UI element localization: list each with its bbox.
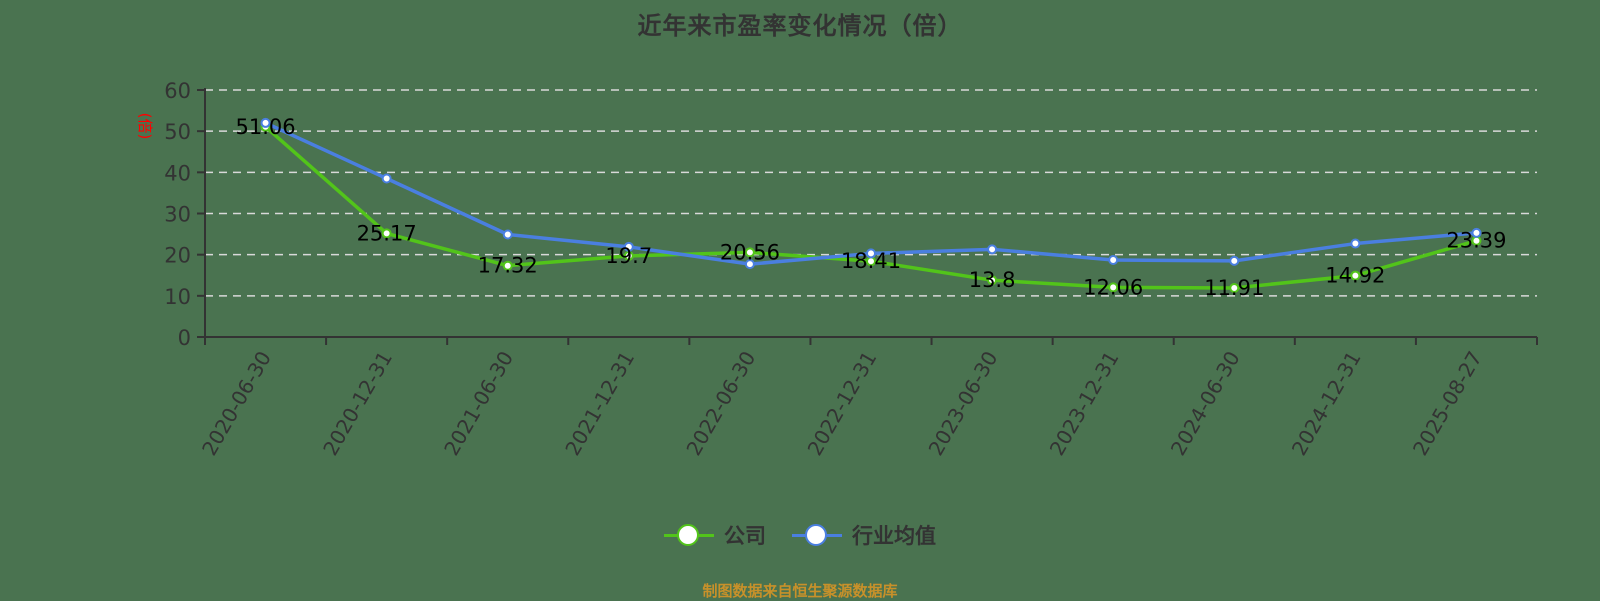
data-point-marker[interactable]: [987, 275, 998, 286]
data-label: 17.32: [478, 254, 538, 278]
data-point-marker[interactable]: [623, 241, 634, 252]
legend-label: 行业均值: [852, 524, 936, 548]
data-label: 18.41: [841, 249, 901, 273]
data-point-marker[interactable]: [1471, 227, 1482, 238]
x-tick-label: 2021-12-31: [560, 347, 639, 460]
y-axis-title: (倍): [136, 113, 154, 140]
y-tick-label: 50: [164, 120, 191, 144]
data-point-marker[interactable]: [381, 173, 392, 184]
x-tick-label: 2020-12-31: [318, 347, 397, 460]
y-tick-label: 20: [164, 244, 191, 268]
data-point-marker[interactable]: [1350, 238, 1361, 249]
data-label: 20.56: [720, 240, 780, 264]
data-point-marker[interactable]: [623, 250, 634, 261]
legend-item-company[interactable]: 公司: [664, 520, 766, 550]
data-source-note: 制图数据来自恒生聚源数据库: [702, 582, 898, 600]
series-lines: [260, 117, 1482, 293]
data-label: 13.8: [969, 268, 1016, 292]
x-tick-label: 2022-12-31: [802, 347, 881, 460]
data-label: 25.17: [357, 221, 417, 245]
y-tick-label: 30: [164, 203, 191, 227]
y-tick-label: 10: [164, 285, 191, 309]
legend-line-circle-icon: [664, 524, 714, 546]
data-label: 11.91: [1204, 276, 1264, 300]
x-tick-label: 2024-06-30: [1166, 347, 1245, 460]
x-tick-label: 2024-12-31: [1287, 347, 1366, 460]
data-point-marker[interactable]: [744, 259, 755, 270]
legend: 公司 行业均值: [0, 520, 1600, 550]
data-point-marker[interactable]: [866, 248, 876, 259]
x-tick-label: 2025-08-27: [1408, 347, 1487, 460]
data-label: 14.92: [1325, 264, 1385, 288]
data-point-marker[interactable]: [1108, 255, 1119, 266]
data-point-marker[interactable]: [502, 260, 513, 271]
data-point-marker[interactable]: [1229, 255, 1240, 266]
data-point-marker[interactable]: [987, 244, 998, 255]
legend-label: 公司: [724, 524, 766, 548]
data-point-marker[interactable]: [1229, 282, 1240, 293]
data-label: 23.39: [1446, 229, 1506, 253]
data-point-marker[interactable]: [744, 247, 755, 258]
industry-average-line: [264, 121, 1477, 266]
legend-line-circle-icon: [792, 524, 842, 546]
x-tick-label: 2023-12-31: [1045, 347, 1124, 460]
chart-title: 近年来市盈率变化情况（倍）: [637, 12, 963, 40]
x-tick-label: 2023-06-30: [924, 347, 1003, 460]
data-point-marker[interactable]: [1108, 282, 1119, 293]
y-tick-label: 0: [178, 326, 191, 350]
data-label: 12.06: [1083, 275, 1143, 299]
data-point-marker[interactable]: [502, 229, 513, 240]
x-tick-label: 2022-06-30: [681, 347, 760, 460]
y-tick-label: 40: [164, 161, 191, 185]
data-label: 19.7: [605, 244, 652, 268]
x-tick-label: 2021-06-30: [439, 347, 518, 460]
data-point-marker[interactable]: [381, 228, 392, 239]
data-label: 51.06: [235, 115, 295, 139]
y-tick-label: 60: [164, 79, 191, 103]
data-point-marker[interactable]: [1350, 270, 1361, 281]
data-labels: 51.06 25.17 17.32 19.7 20.56 18.41 13.8 12.06 11…: [235, 115, 1506, 300]
legend-item-industry-average[interactable]: 行业均值: [792, 520, 936, 550]
x-tick-label: 2020-06-30: [197, 347, 276, 460]
data-point-marker[interactable]: [260, 117, 271, 128]
